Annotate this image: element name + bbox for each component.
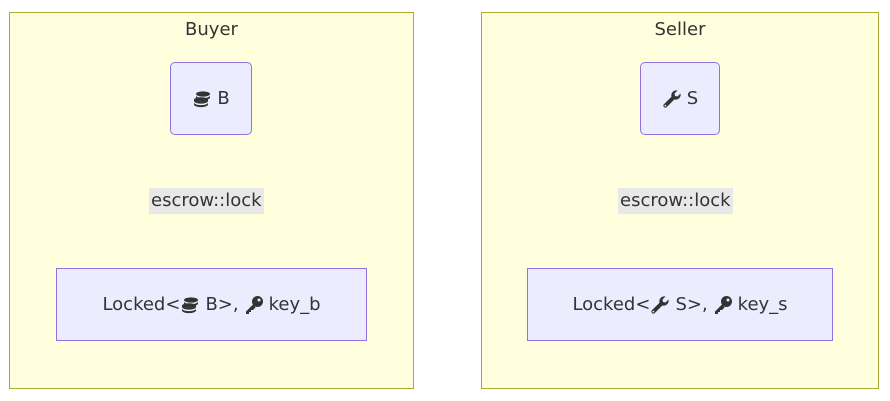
key-icon <box>713 295 733 315</box>
node-b[interactable]: B <box>170 62 252 135</box>
buyer-cluster-title: Buyer <box>185 19 238 40</box>
wrench-icon <box>662 89 682 109</box>
locked-s-key-label: key_s <box>737 294 788 315</box>
key-icon <box>244 295 264 315</box>
locked-b-key-label: key_b <box>268 294 321 315</box>
locked-b-prefix: Locked< <box>102 294 181 315</box>
coins-icon <box>180 295 200 315</box>
coins-icon <box>192 89 212 109</box>
seller-cluster-title: Seller <box>654 19 706 40</box>
locked-s-inner-label: S>, <box>675 294 708 315</box>
edge-label-buyer: escrow::lock <box>149 188 264 214</box>
locked-b-inner-label: B>, <box>205 294 239 315</box>
node-s-label: S <box>686 88 699 109</box>
node-locked-b[interactable]: Locked< B>, key_b <box>56 268 367 341</box>
node-b-label: B <box>217 88 230 109</box>
node-s[interactable]: S <box>640 62 720 135</box>
edge-label-seller: escrow::lock <box>618 188 733 214</box>
node-locked-s[interactable]: Locked< S>, key_s <box>527 268 833 341</box>
wrench-icon <box>650 295 670 315</box>
locked-s-prefix: Locked< <box>572 294 651 315</box>
